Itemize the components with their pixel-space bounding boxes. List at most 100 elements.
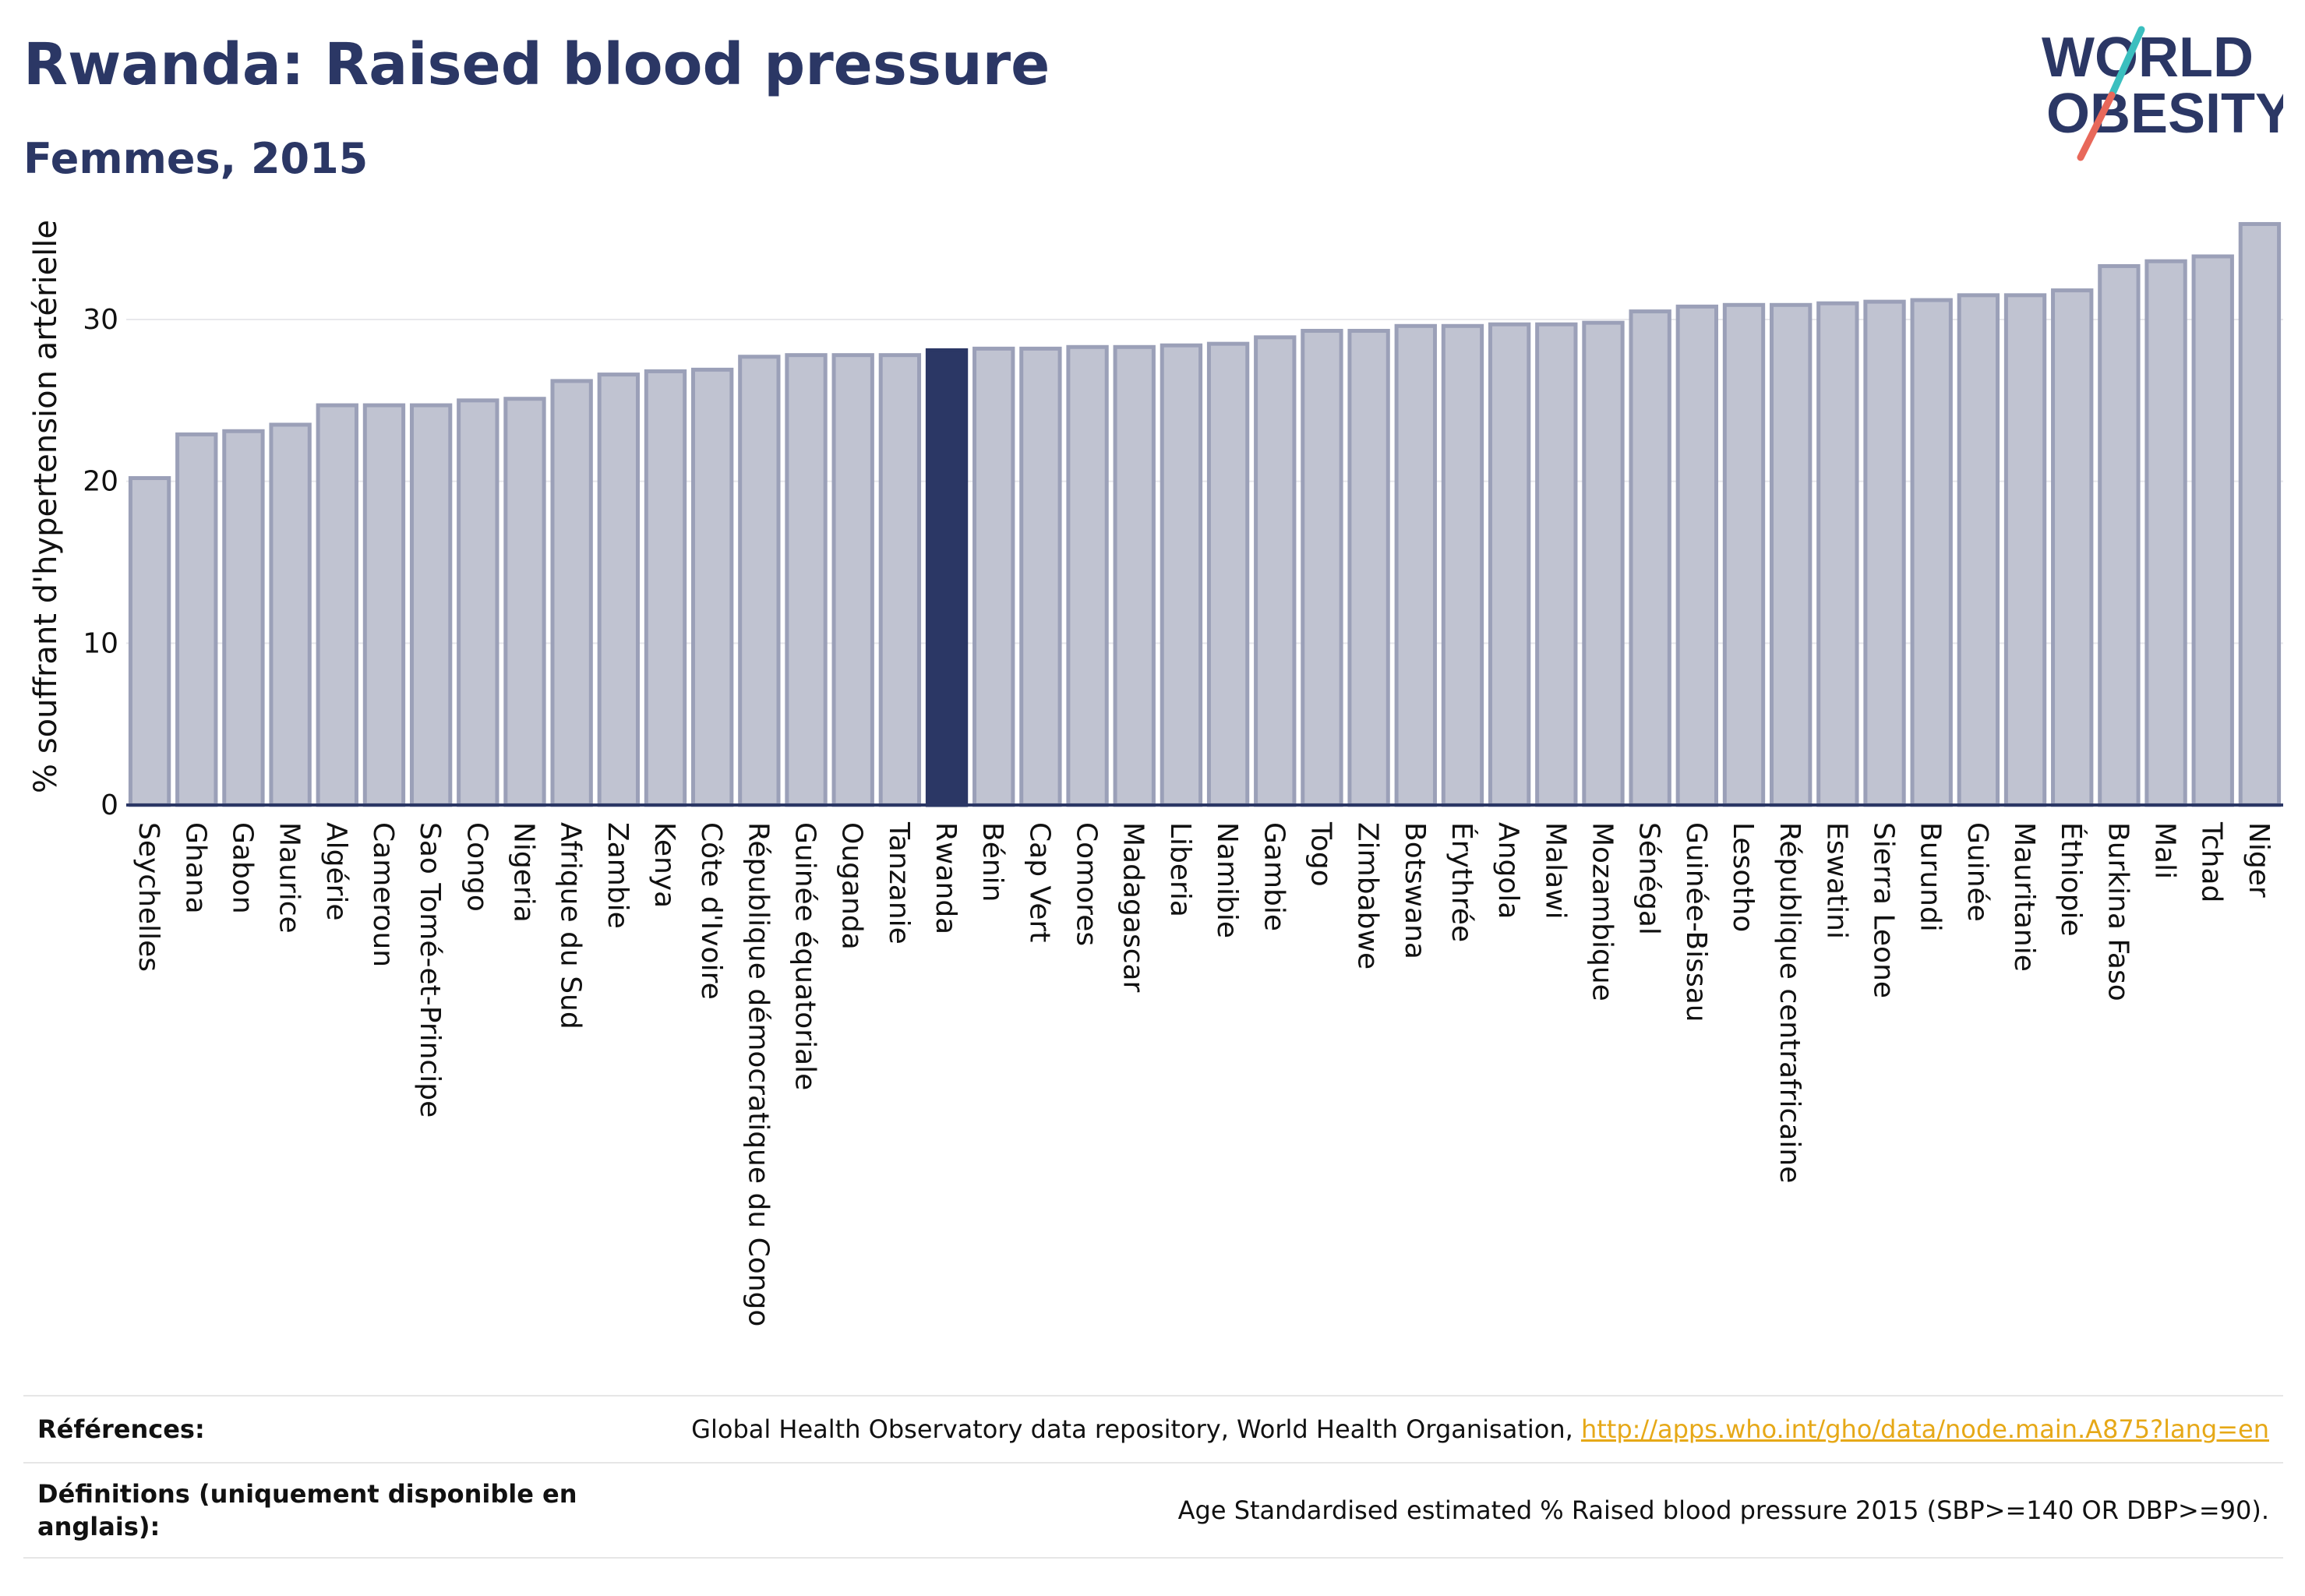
- world-obesity-logo: WORLD OBESITY: [2042, 26, 2283, 161]
- references-text: Global Health Observatory data repositor…: [691, 1414, 1581, 1444]
- bar-guin-e[interactable]: [1957, 293, 2000, 807]
- x-tick-labels: Seychelles Ghana Gabon Maurice Algérie Camero…: [132, 821, 2275, 1326]
- bar-guin-e-quatoriale[interactable]: [785, 353, 828, 807]
- bar-niger[interactable]: [2238, 221, 2282, 807]
- x-tick-label: Namibie: [1211, 822, 1243, 938]
- bar-cameroun[interactable]: [362, 403, 406, 807]
- bar-seychelles[interactable]: [128, 476, 171, 807]
- x-tick-label: Seychelles: [132, 822, 164, 972]
- logo-line2: OBESITY: [2046, 83, 2283, 145]
- bar-burundi[interactable]: [1910, 298, 1953, 807]
- bar-burkina-faso[interactable]: [2098, 263, 2141, 807]
- bars: [128, 221, 2282, 807]
- x-tick-label: Mali: [2149, 822, 2181, 879]
- references-row: Références: Global Health Observatory da…: [23, 1395, 2283, 1462]
- bar-zambie[interactable]: [597, 373, 640, 807]
- bar-c-te-d-ivoire[interactable]: [691, 367, 734, 807]
- bar-eswatini[interactable]: [1816, 301, 1859, 807]
- x-tick-label: Rwanda: [930, 822, 962, 934]
- x-tick-label: Burkina Faso: [2102, 822, 2134, 1001]
- x-tick-label: Ouganda: [836, 822, 868, 950]
- x-tick-label: Angola: [1492, 822, 1524, 919]
- bar--rythr-e[interactable]: [1441, 323, 1484, 807]
- x-tick-label: Sierra Leone: [1868, 822, 1900, 998]
- x-tick-label: Guinée: [1961, 822, 1993, 922]
- x-tick-label: République démocratique du Congo: [742, 822, 774, 1326]
- x-tick-label: Tanzanie: [883, 821, 915, 945]
- x-tick-label: Maurice: [274, 822, 305, 934]
- bar-angola[interactable]: [1488, 322, 1531, 807]
- references-link[interactable]: http://apps.who.int/gho/data/node.main.A…: [1580, 1414, 2269, 1444]
- bar-ghana[interactable]: [175, 432, 218, 807]
- bar-b-nin[interactable]: [972, 346, 1015, 807]
- x-tick-label: Comores: [1071, 822, 1103, 946]
- x-tick-label: Eswatini: [1820, 822, 1852, 939]
- x-tick-label: Mozambique: [1586, 822, 1618, 1001]
- bar-sao-tom-et-principe[interactable]: [409, 403, 453, 807]
- bar-lesotho[interactable]: [1722, 302, 1766, 807]
- x-tick-label: Guinée équatoriale: [789, 822, 821, 1090]
- x-tick-label: Érythrée: [1445, 822, 1478, 942]
- bar-sierra-leone[interactable]: [1863, 299, 1906, 807]
- x-tick-label: Sao Tomé-et-Principe: [414, 822, 446, 1118]
- bar-chart: 0 10 20 30 Seychelles Ghana Gabon Maurice Algér…: [28, 220, 2283, 1326]
- bar-malawi[interactable]: [1535, 322, 1578, 807]
- x-tick-label: Éthiopie: [2055, 822, 2088, 937]
- x-tick-label: Madagascar: [1117, 822, 1149, 993]
- x-tick-label: Algérie: [320, 822, 352, 921]
- x-tick-label: Burundi: [1915, 822, 1947, 932]
- y-tick-labels: 0 10 20 30: [83, 304, 118, 821]
- bar-madagascar[interactable]: [1113, 344, 1156, 807]
- bar-maurice[interactable]: [269, 422, 312, 807]
- bar-tanzanie[interactable]: [878, 353, 922, 807]
- x-tick-label: Zambie: [602, 822, 634, 929]
- x-tick-label: Niger: [2243, 822, 2275, 898]
- bar-afrique-du-sud[interactable]: [550, 379, 593, 807]
- x-tick-label: Ghana: [179, 822, 211, 914]
- logo-line1: WORLD: [2042, 26, 2254, 89]
- bar-liberia[interactable]: [1160, 343, 1203, 807]
- bar-namibie[interactable]: [1206, 341, 1250, 807]
- bar-mauritanie[interactable]: [2003, 293, 2047, 807]
- bar-ouganda[interactable]: [831, 353, 874, 807]
- bar-cap-vert[interactable]: [1019, 346, 1062, 807]
- x-tick-label: Guinée-Bissau: [1680, 822, 1712, 1022]
- bar-congo[interactable]: [457, 398, 499, 807]
- bar-togo[interactable]: [1301, 329, 1343, 807]
- references-table: Références: Global Health Observatory da…: [23, 1395, 2283, 1559]
- bar-nigeria[interactable]: [503, 397, 546, 807]
- bar-rwanda[interactable]: [925, 348, 969, 807]
- bar-alg-rie[interactable]: [316, 403, 358, 807]
- bar-gambie[interactable]: [1254, 335, 1297, 807]
- bar-mozambique[interactable]: [1582, 320, 1625, 807]
- definitions-row: Définitions (uniquement disponible en an…: [23, 1462, 2283, 1559]
- bar-tchad[interactable]: [2191, 254, 2234, 807]
- bar-guin-e-bissau[interactable]: [1675, 304, 1718, 807]
- bar-gabon[interactable]: [222, 429, 265, 807]
- x-tick-label: Nigeria: [507, 822, 539, 923]
- bar-r-publique-d-mocratique-du-congo[interactable]: [738, 355, 781, 807]
- y-axis-label: % souffrant d'hypertension artérielle: [28, 220, 64, 793]
- definitions-label: Définitions (uniquement disponible en an…: [37, 1479, 577, 1541]
- x-tick-label: Zimbabwe: [1352, 822, 1384, 969]
- bar--thiopie[interactable]: [2051, 288, 2094, 807]
- bar-comores[interactable]: [1066, 344, 1109, 807]
- y-tick-label: 0: [101, 789, 118, 821]
- definitions-value: Age Standardised estimated % Raised bloo…: [1177, 1495, 2269, 1525]
- bar-s-n-gal[interactable]: [1629, 309, 1671, 807]
- y-tick-label: 10: [83, 627, 118, 659]
- bar-mali[interactable]: [2144, 259, 2187, 807]
- bar-zimbabwe[interactable]: [1347, 329, 1390, 807]
- x-tick-label: Bénin: [976, 822, 1008, 902]
- x-tick-label: Afrique du Sud: [555, 822, 587, 1029]
- references-value: Global Health Observatory data repositor…: [691, 1413, 2269, 1446]
- page-subtitle: Femmes, 2015: [23, 134, 369, 183]
- x-tick-label: Sénégal: [1633, 822, 1665, 935]
- bar-r-publique-centrafricaine[interactable]: [1770, 302, 1813, 807]
- x-tick-label: Liberia: [1164, 822, 1196, 917]
- bar-kenya[interactable]: [644, 369, 687, 807]
- x-tick-label: Tchad: [2196, 821, 2228, 902]
- bar-botswana[interactable]: [1394, 323, 1437, 807]
- references-label: Références:: [37, 1414, 205, 1444]
